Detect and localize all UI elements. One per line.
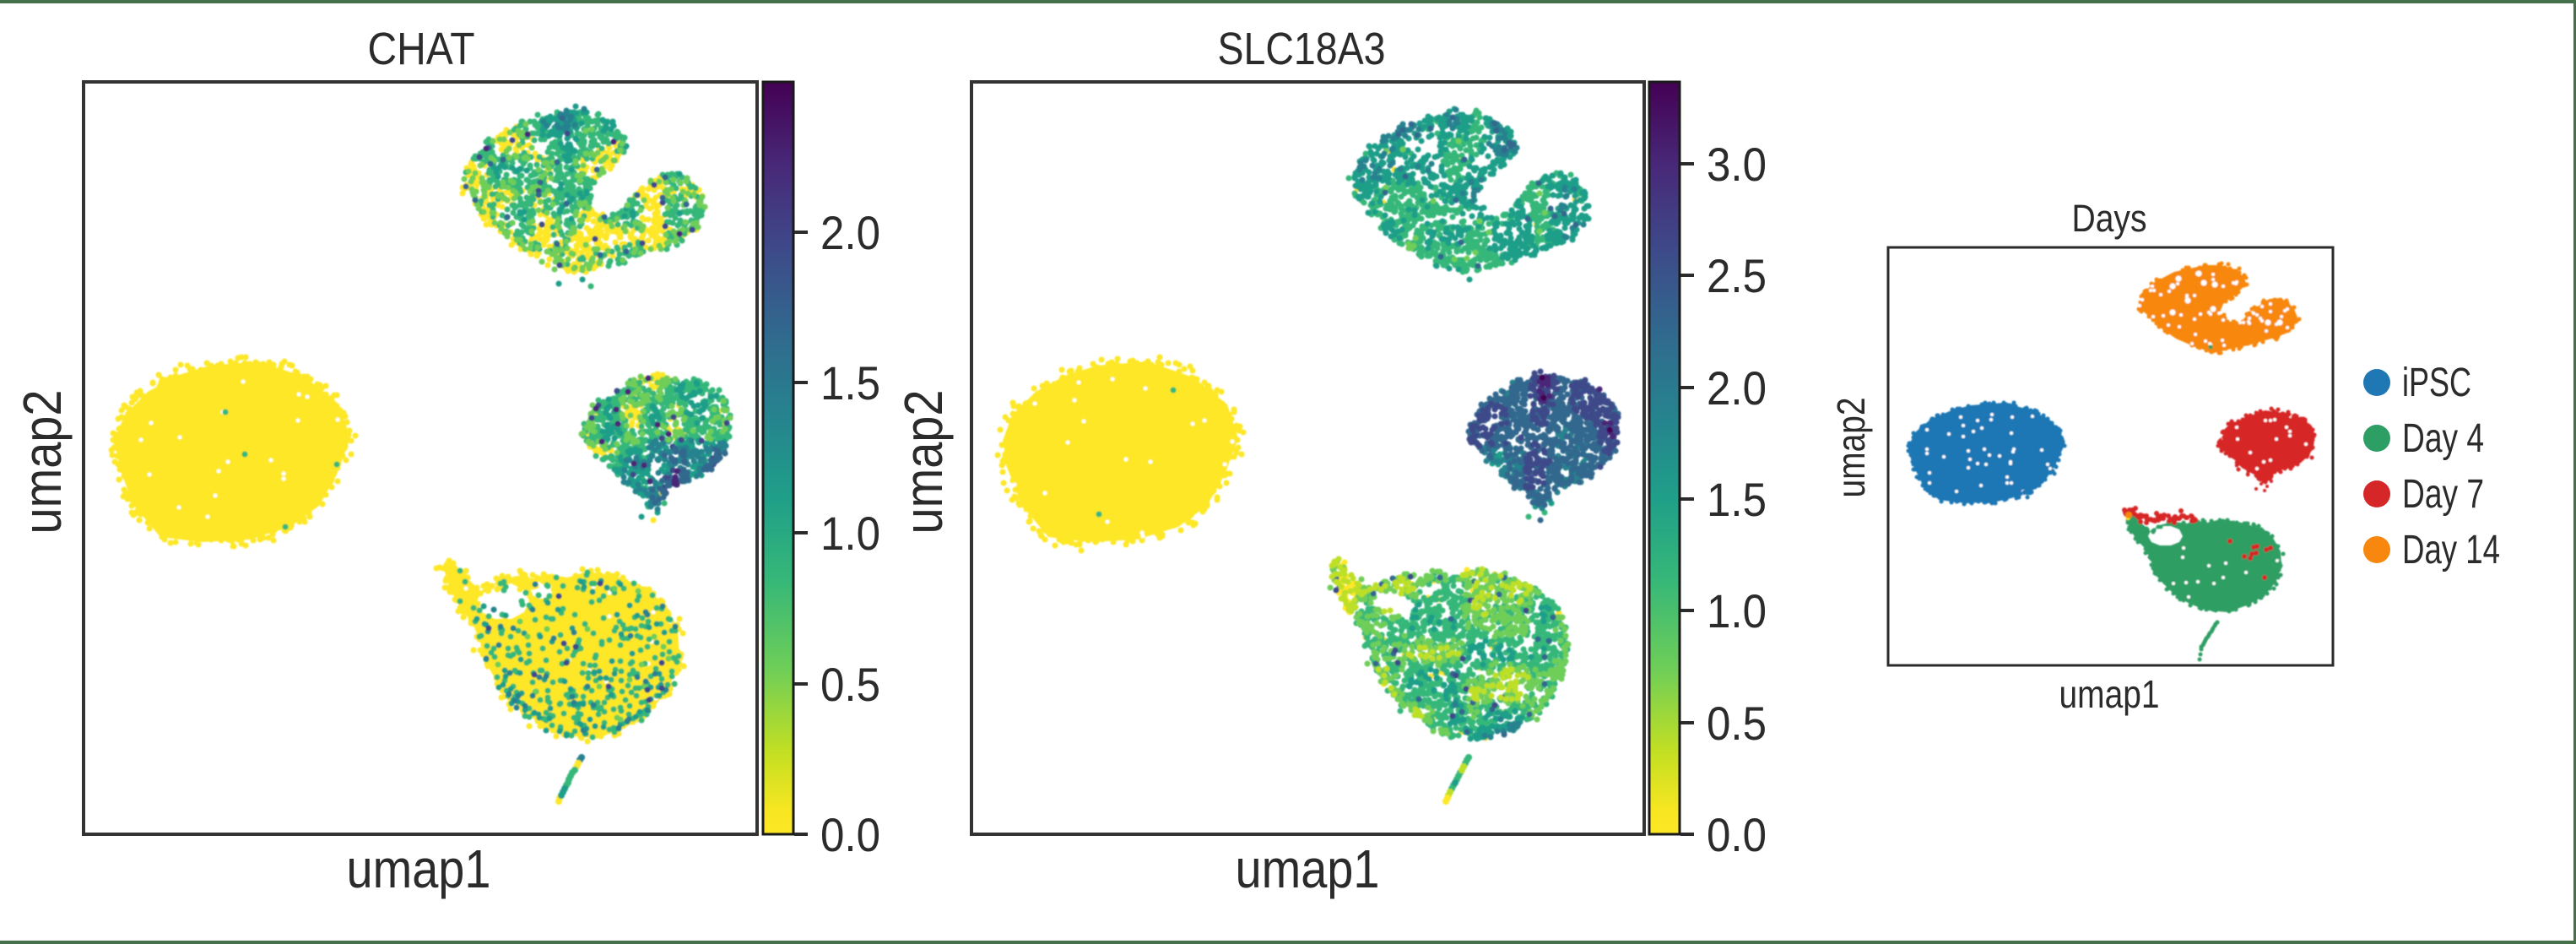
svg-text:0.0: 0.0 — [1707, 808, 1767, 861]
svg-text:0.5: 0.5 — [820, 658, 880, 711]
svg-text:CHAT: CHAT — [368, 24, 475, 74]
svg-text:umap1: umap1 — [1236, 838, 1380, 899]
svg-text:umap2: umap2 — [1829, 398, 1873, 498]
svg-text:umap2: umap2 — [12, 390, 73, 534]
svg-text:2.0: 2.0 — [820, 206, 880, 259]
svg-text:1.0: 1.0 — [820, 507, 880, 560]
svg-text:1.5: 1.5 — [1707, 473, 1767, 526]
svg-text:2.5: 2.5 — [1707, 249, 1767, 302]
svg-text:Day 7: Day 7 — [2402, 472, 2484, 517]
svg-text:umap1: umap1 — [2059, 672, 2160, 716]
svg-text:3.0: 3.0 — [1707, 138, 1767, 191]
svg-text:0.0: 0.0 — [820, 808, 880, 861]
svg-text:0.5: 0.5 — [1707, 697, 1767, 750]
svg-text:iPSC: iPSC — [2402, 361, 2471, 405]
svg-text:2.0: 2.0 — [1707, 361, 1767, 415]
svg-text:SLC18A3: SLC18A3 — [1218, 24, 1386, 74]
svg-text:umap1: umap1 — [347, 838, 491, 899]
svg-text:Day 4: Day 4 — [2402, 416, 2484, 461]
svg-text:1.0: 1.0 — [1707, 584, 1767, 637]
svg-text:Day 14: Day 14 — [2402, 528, 2500, 572]
svg-text:Days: Days — [2072, 197, 2147, 240]
svg-text:umap2: umap2 — [893, 390, 954, 534]
svg-text:1.5: 1.5 — [820, 356, 880, 410]
